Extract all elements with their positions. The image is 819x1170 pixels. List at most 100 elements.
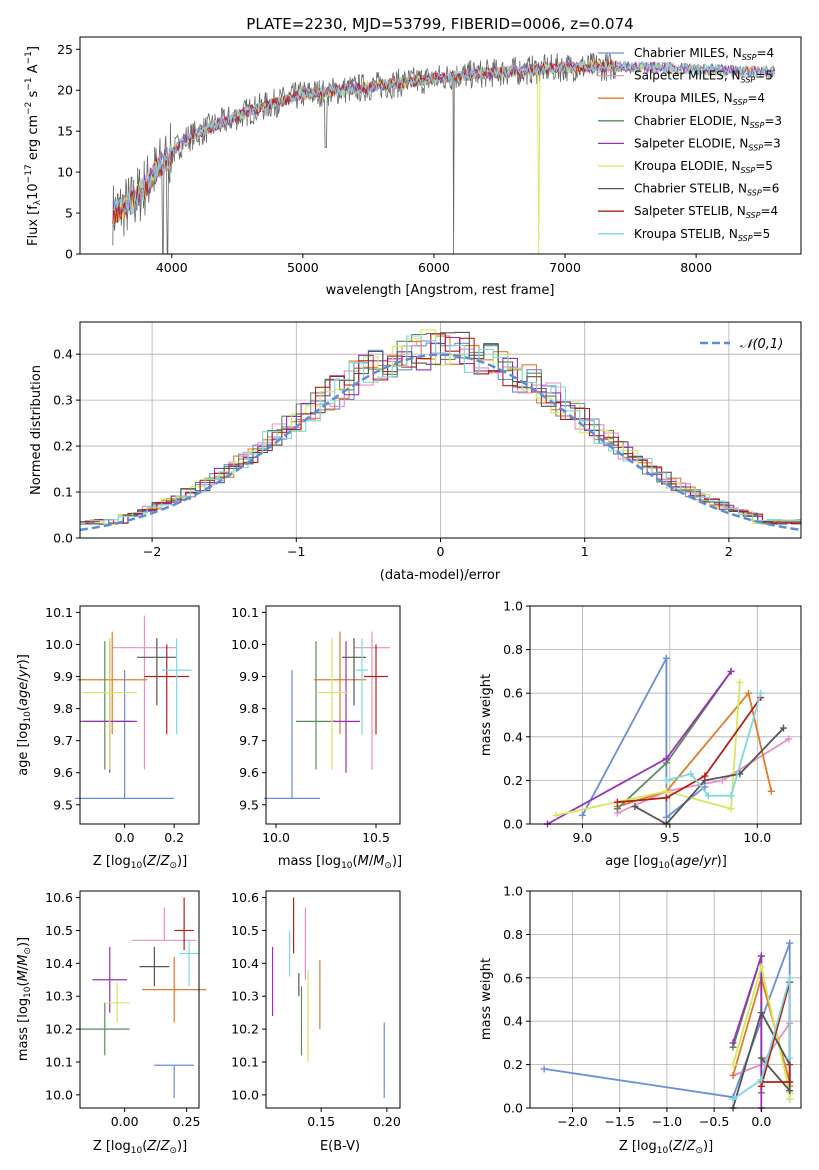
y-tick-label: 5 (65, 206, 73, 221)
spectrum-axes-frame (79, 36, 802, 255)
spectrum-series (112, 51, 776, 255)
y-tick-label: 0.0 (503, 817, 523, 832)
weight-line (617, 697, 762, 804)
age-mass-ticks: 10.0 10.5 9.5 9.6 9.7 9.8 9.9 10.0 10.1 (231, 605, 390, 845)
y-tick-label: 10.1 (231, 1054, 259, 1069)
y-tick-label: 10.1 (45, 605, 73, 620)
y-tick-label: 10.0 (231, 637, 259, 652)
weight-line (556, 682, 741, 817)
legend-label: Kroupa ELODIE, NSSP=5 (634, 159, 773, 175)
weight-point (662, 755, 670, 763)
weight-age-axes-frame (529, 605, 802, 825)
x-tick-label: −1.5 (605, 1114, 635, 1129)
mass-metallicity-ticks: 0.00 0.25 10.0 10.1 10.2 10.3 10.4 10.5 10.6 (45, 890, 200, 1129)
legend-label: Kroupa STELIB, NSSP=5 (634, 227, 770, 243)
y-tick-label: 10.6 (231, 890, 259, 905)
weight-point (718, 776, 726, 784)
y-tick-label: 0.3 (53, 393, 73, 408)
weight-point (736, 678, 744, 686)
y-tick-label: 0.0 (503, 1101, 523, 1116)
mass-metallicity-panel: 0.00 0.25 10.0 10.1 10.2 10.3 10.4 10.5 10.6 Z [… (16, 890, 207, 1156)
y-tick-label: 10.3 (45, 989, 73, 1004)
spectrum-line (112, 60, 776, 216)
x-tick-label: 8000 (680, 260, 712, 275)
legend-label: Kroupa MILES, NSSP=4 (634, 91, 765, 107)
weight-point (729, 1095, 737, 1103)
y-tick-label: 10.6 (45, 890, 73, 905)
y-tick-label: 10.0 (45, 637, 73, 652)
spectrum-legend: Chabrier MILES, NSSP=4 Salpeter MILES, NS… (598, 46, 782, 243)
y-tick-label: 0.4 (503, 1014, 523, 1029)
weight-metallicity-panel: −2.0 −1.5 −1.0 −0.5 0.0 0.0 0.2 0.4 0.6 0.8 1.0 Z … (479, 884, 802, 1156)
y-tick-label: 9.5 (239, 797, 259, 812)
y-tick-label: 0.2 (53, 439, 73, 454)
weight-line (617, 738, 790, 814)
gaussian-curve (79, 353, 802, 532)
residual-histograms (79, 329, 802, 532)
weight-point (767, 787, 775, 795)
weight-point (701, 772, 709, 780)
mass-metallicity-axes-frame (79, 890, 200, 1109)
y-tick-label: 0.8 (503, 642, 523, 657)
legend-label: Salpeter MILES, NSSP=5 (634, 69, 773, 85)
age-mass-axes-frame (265, 605, 401, 825)
weight-metallicity-ticks: −2.0 −1.5 −1.0 −0.5 0.0 0.0 0.2 0.4 0.6 0.8 1.0 (503, 884, 771, 1130)
residual-histogram (89, 335, 801, 522)
weight-point (757, 1076, 765, 1084)
weight-metallicity-ylabel: mass weight (479, 958, 494, 1040)
weight-line (616, 670, 732, 810)
weight-line (617, 691, 773, 808)
age-metallicity-errorbars (75, 615, 192, 799)
weight-point (786, 939, 794, 947)
x-tick-label: 0.20 (373, 1114, 401, 1129)
weight-point (757, 952, 765, 960)
spectrum-panel: 4000 5000 6000 7000 8000 0 5 10 15 20 25 Chabrier … (24, 36, 802, 298)
y-tick-label: 0.4 (503, 729, 523, 744)
y-tick-label: 0.8 (503, 927, 523, 942)
weight-point (729, 1061, 737, 1069)
weight-point (729, 1039, 737, 1047)
age-metallicity-xlabel: Z [log10(Z/Z⊙)] (93, 854, 187, 871)
y-tick-label: 20 (57, 83, 73, 98)
spectrum-xlabel: wavelength [Angstrom, rest frame] (326, 283, 555, 298)
mass-metallicity-ylabel: mass [log10(M/M⊙)] (16, 937, 33, 1061)
y-tick-label: 0.1 (53, 485, 73, 500)
weight-point (786, 974, 794, 982)
x-tick-label: 1 (581, 544, 589, 559)
spectrum-ticks: 4000 5000 6000 7000 8000 0 5 10 15 20 25 (57, 42, 712, 275)
y-tick-label: 9.6 (53, 765, 73, 780)
y-tick-label: 1.0 (503, 884, 523, 899)
y-tick-label: 10.2 (45, 1022, 73, 1037)
legend-label: Salpeter ELODIE, NSSP=3 (634, 136, 781, 152)
age-metallicity-axes-frame (79, 605, 200, 825)
weight-age-series (543, 654, 793, 828)
age-mass-xlabel: mass [log10(M/M⊙)] (278, 854, 402, 871)
mass-extinction-xlabel: E(B-V) (320, 1139, 360, 1154)
age-metallicity-panel: 0.0 0.2 9.5 9.6 9.7 9.8 9.9 10.0 10.1 Z [log10(Z… (16, 605, 200, 871)
y-tick-label: 0.0 (53, 531, 73, 546)
y-tick-label: 9.7 (53, 733, 73, 748)
x-tick-label: −0.5 (699, 1114, 729, 1129)
weight-metallicity-xlabel: Z [log10(Z/Z⊙)] (619, 1139, 713, 1156)
weight-point (687, 770, 695, 778)
residual-xlabel: (data-model)/error (380, 568, 501, 583)
y-tick-label: 10.4 (231, 956, 259, 971)
weight-metallicity-gridlines (530, 890, 801, 1109)
y-tick-label: 10.0 (231, 1087, 259, 1102)
weight-age-xlabel: age [log10(age/yr)] (605, 854, 727, 871)
weight-metallicity-axes-frame (529, 890, 802, 1109)
weight-age-ticks: 9.0 9.5 10.0 0.0 0.2 0.4 0.6 0.8 1.0 (503, 599, 771, 846)
weight-point (786, 1095, 794, 1103)
x-tick-label: 9.5 (660, 830, 680, 845)
mass-metallicity-xlabel: Z [log10(Z/Z⊙)] (93, 1139, 187, 1156)
x-tick-label: 0 (437, 544, 445, 559)
gaussian-legend-label: 𝒩(0,1) (740, 337, 783, 352)
residual-ylabel: Normed distribution (29, 365, 44, 495)
weight-age-ylabel: mass weight (479, 674, 494, 756)
y-tick-label: 10.1 (231, 605, 259, 620)
residual-histogram (84, 333, 801, 525)
x-tick-label: 10.5 (362, 830, 390, 845)
y-tick-label: 0.2 (503, 773, 523, 788)
weight-point (780, 724, 788, 732)
